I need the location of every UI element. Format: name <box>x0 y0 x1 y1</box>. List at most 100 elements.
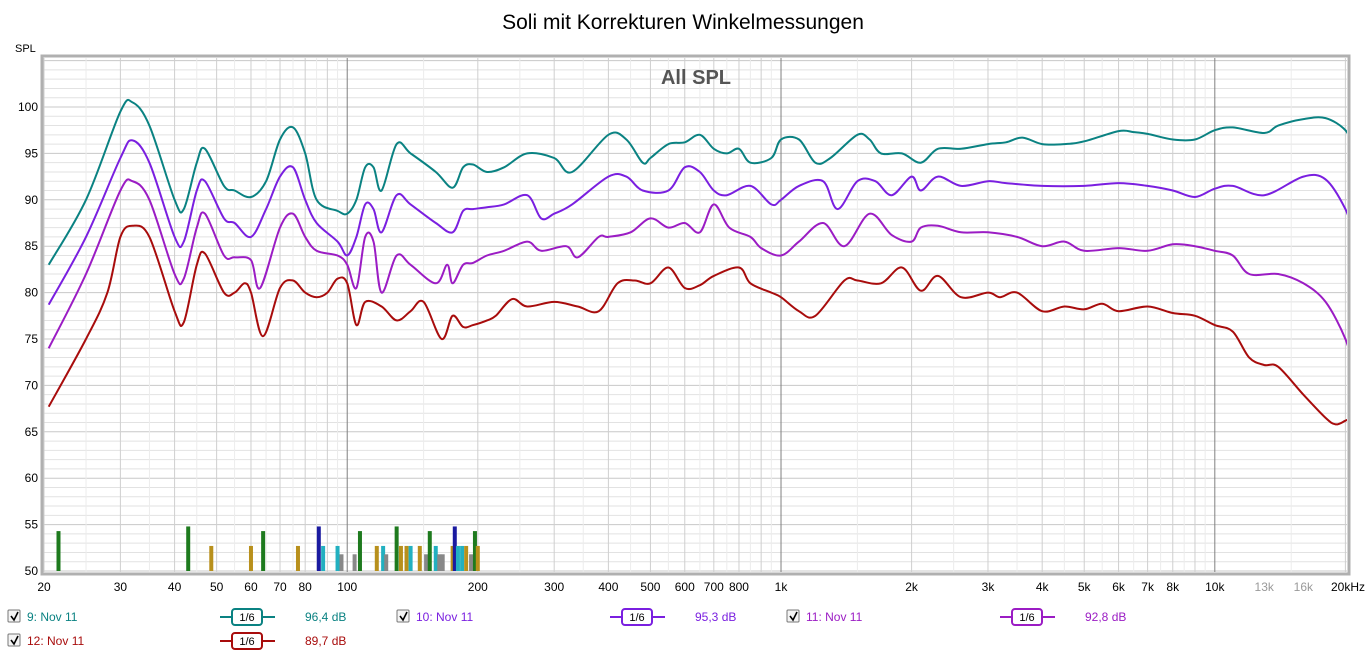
overlay-label: All SPL <box>661 67 731 89</box>
resonance-marker <box>248 545 253 571</box>
series-checkbox[interactable] <box>7 609 21 623</box>
y-axis-label: SPL <box>15 43 36 55</box>
x-tick-label: 20kHz <box>1331 580 1365 594</box>
resonance-marker <box>417 545 422 571</box>
axis-ticks: 50 55 60 65 70 75 80 85 90 95 100 20 30 40 50 60 70 80 100… <box>18 100 1365 594</box>
legend: 9: Nov 11 1/6 96,4 dB 10: Nov 11 1/6 95,3 dB 1… <box>7 608 1126 650</box>
x-tick-label: 800 <box>729 580 749 594</box>
curves <box>47 98 1355 426</box>
legend-item: 9: Nov 11 1/6 96,4 dB <box>7 608 346 626</box>
chart-title: Soli mit Korrekturen Winkelmessungen <box>502 11 864 34</box>
y-tick-label: 75 <box>25 332 39 346</box>
smoothing-label: 1/6 <box>239 636 254 648</box>
x-tick-label: 700 <box>704 580 724 594</box>
smoothing-label: 1/6 <box>1019 612 1034 624</box>
resonance-marker <box>427 531 432 571</box>
series-line-9[interactable] <box>47 98 1355 266</box>
resonance-marker <box>261 531 266 571</box>
y-tick-label: 90 <box>25 193 39 207</box>
resonance-marker <box>440 554 445 571</box>
resonance-marker <box>404 545 409 571</box>
resonance-marker <box>433 545 438 571</box>
resonance-marker <box>464 545 469 571</box>
y-tick-label: 70 <box>25 378 39 392</box>
smoothing-badge[interactable]: 1/6 <box>1000 608 1055 626</box>
series-checkbox[interactable] <box>7 633 21 647</box>
x-tick-label: 500 <box>640 580 660 594</box>
series-line-11[interactable] <box>47 178 1355 371</box>
x-tick-label: 13k <box>1255 580 1275 594</box>
series-name: 11: Nov 11 <box>806 610 863 624</box>
x-tick-label: 20 <box>37 580 51 594</box>
x-tick-label: 2k <box>905 580 919 594</box>
resonance-marker <box>381 545 386 571</box>
y-tick-label: 65 <box>25 425 39 439</box>
series-level: 89,7 dB <box>305 634 346 648</box>
series-line-12[interactable] <box>47 224 1355 426</box>
smoothing-badge[interactable]: 1/6 <box>220 632 275 650</box>
smoothing-label: 1/6 <box>239 612 254 624</box>
y-tick-label: 55 <box>25 518 39 532</box>
x-tick-label: 300 <box>544 580 564 594</box>
x-tick-label: 7k <box>1141 580 1155 594</box>
resonance-marker <box>452 526 457 571</box>
smoothing-badge[interactable]: 1/6 <box>610 608 665 626</box>
x-tick-label: 100 <box>337 580 357 594</box>
x-tick-label: 600 <box>675 580 695 594</box>
series-name: 10: Nov 11 <box>416 610 473 624</box>
resonance-marker <box>455 545 460 571</box>
x-tick-label: 10k <box>1205 580 1225 594</box>
series-name: 9: Nov 11 <box>27 610 78 624</box>
resonance-marker <box>424 554 429 571</box>
legend-item: 12: Nov 11 1/6 89,7 dB <box>7 632 346 650</box>
resonance-marker <box>357 531 362 571</box>
series-checkbox[interactable] <box>786 609 800 623</box>
series-level: 96,4 dB <box>305 610 346 624</box>
checkmark-icon <box>789 611 798 622</box>
series-name: 12: Nov 11 <box>27 634 84 648</box>
x-tick-label: 8k <box>1166 580 1180 594</box>
x-tick-label: 80 <box>298 580 312 594</box>
resonance-marker <box>56 531 61 571</box>
resonance-marker <box>472 531 477 571</box>
x-tick-label: 6k <box>1112 580 1126 594</box>
y-tick-label: 60 <box>25 471 39 485</box>
resonance-marker <box>321 545 326 571</box>
checkmark-icon <box>10 635 19 646</box>
x-tick-label: 70 <box>273 580 287 594</box>
resonance-marker <box>384 554 389 571</box>
checkmark-icon <box>10 611 19 622</box>
x-tick-label: 1k <box>775 580 789 594</box>
resonance-marker <box>186 526 191 571</box>
series-checkbox[interactable] <box>396 609 410 623</box>
y-tick-label: 85 <box>25 239 39 253</box>
x-tick-label: 40 <box>168 580 182 594</box>
x-tick-label: 50 <box>210 580 224 594</box>
legend-item: 10: Nov 11 1/6 95,3 dB <box>396 608 736 626</box>
resonance-marker <box>339 554 344 571</box>
resonance-marker <box>437 554 442 571</box>
x-tick-label: 3k <box>982 580 996 594</box>
y-tick-label: 50 <box>25 564 39 578</box>
grid <box>43 58 1347 572</box>
x-tick-label: 200 <box>468 580 488 594</box>
resonance-marker <box>460 545 465 571</box>
resonance-marker <box>316 526 321 571</box>
resonance-marker <box>469 554 474 571</box>
smoothing-badge[interactable]: 1/6 <box>220 608 275 626</box>
resonance-marker <box>398 545 403 571</box>
y-tick-label: 100 <box>18 100 38 114</box>
resonance-marker <box>335 545 340 571</box>
x-tick-label: 16k <box>1294 580 1314 594</box>
resonance-marker <box>475 545 480 571</box>
y-tick-label: 95 <box>25 146 39 160</box>
smoothing-label: 1/6 <box>629 612 644 624</box>
resonance-marker <box>408 545 413 571</box>
series-level: 95,3 dB <box>695 610 736 624</box>
series-line-10[interactable] <box>47 139 1355 306</box>
checkmark-icon <box>399 611 408 622</box>
resonance-marker <box>374 545 379 571</box>
resonance-marker <box>450 545 455 571</box>
resonance-markers <box>56 526 480 571</box>
